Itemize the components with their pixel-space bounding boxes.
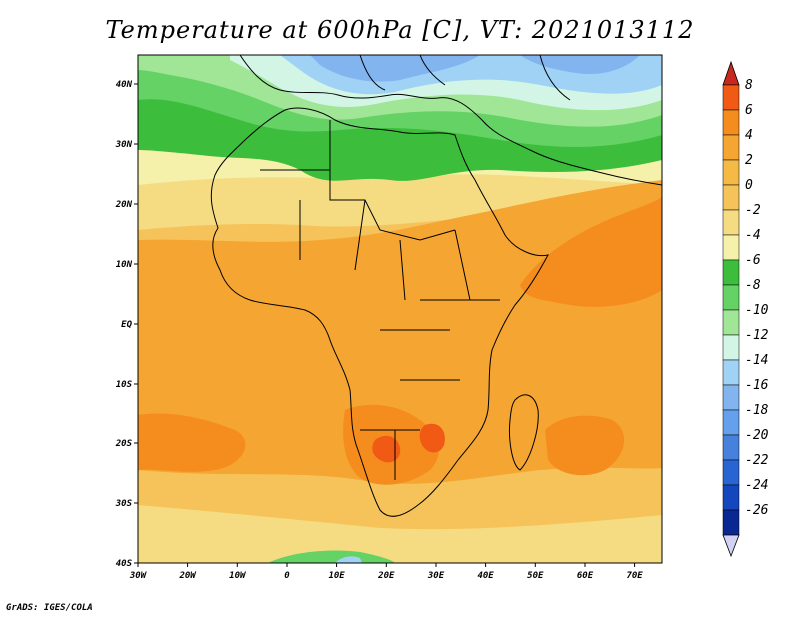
colorbar-top-arrow (722, 60, 740, 86)
hotspot-atlantic (138, 413, 246, 472)
x-tick-label: 0 (284, 571, 290, 581)
x-tick-label: 10W (229, 571, 247, 581)
x-axis: 30W 20W 10W 0 10E 20E 30E 40E 50E 60E 70… (129, 563, 643, 581)
y-tick-label: 30S (115, 499, 133, 509)
colorbar-swatch (722, 359, 740, 386)
colorbar-label: -20 (745, 428, 769, 443)
colorbar-label: -6 (745, 253, 761, 268)
band-blue-north (310, 55, 640, 82)
colorbar: 8 6 4 2 0 -2 -4 -6 -8 -10 -12 -14 -16 -1… (722, 60, 769, 558)
colorbar-swatch (722, 334, 740, 361)
y-tick-label: 30N (115, 140, 133, 150)
colorbar-label: -14 (745, 353, 768, 368)
hotspot-indian-ocean-south (545, 415, 625, 476)
colorbar-label: 0 (745, 178, 753, 193)
colorbar-label: -16 (745, 378, 769, 393)
temperature-field (138, 55, 662, 563)
colorbar-swatch (722, 484, 740, 511)
colorbar-label: -24 (745, 478, 768, 493)
colorbar-swatch (722, 84, 740, 111)
colorbar-swatch (722, 184, 740, 211)
colorbar-label: 4 (745, 128, 753, 143)
x-tick-label: 10E (328, 571, 345, 581)
y-tick-label: 40N (116, 80, 133, 90)
colorbar-label: -26 (745, 503, 769, 518)
colorbar-swatch (722, 509, 740, 536)
x-tick-label: 50E (527, 571, 544, 581)
hotspot-indian-ocean-north (520, 195, 662, 307)
colorbar-swatch (722, 234, 740, 261)
colorbar-label: -8 (745, 278, 761, 293)
colorbar-label: 2 (745, 153, 753, 168)
colorbar-label: 6 (745, 103, 753, 118)
colorbar-swatch (722, 209, 740, 236)
y-tick-label: EQ (121, 320, 132, 330)
zone-lightblue-south (335, 556, 362, 563)
colorbar-label: -18 (745, 403, 769, 418)
colorbar-label: -10 (745, 303, 769, 318)
colorbar-swatch (722, 459, 740, 486)
colorbar-label: -22 (745, 453, 769, 468)
y-tick-label: 10S (116, 380, 133, 390)
hotspot-sahel (200, 247, 332, 287)
colorbar-swatch (722, 284, 740, 311)
x-tick-label: 40E (477, 571, 494, 581)
colorbar-swatch (722, 434, 740, 461)
x-tick-label: 20W (178, 571, 197, 581)
y-tick-label: 20S (115, 439, 133, 449)
colorbar-swatch (722, 384, 740, 411)
colorbar-bottom-arrow (722, 534, 740, 558)
y-axis: 40N 30N 20N 10N EQ 10S 20S 30S 40S (115, 80, 138, 569)
colorbar-swatch (722, 309, 740, 336)
x-tick-label: 30W (129, 571, 148, 581)
x-tick-label: 30E (427, 571, 445, 581)
y-tick-label: 20N (115, 200, 133, 210)
y-tick-label: 10N (116, 260, 133, 270)
coastlines (210, 55, 662, 517)
colorbar-swatch (722, 134, 740, 161)
colorbar-swatch (722, 259, 740, 286)
colorbar-label: -2 (745, 203, 761, 218)
zone-green-south (268, 550, 395, 563)
hotspot-orange-core (372, 423, 445, 463)
colorbar-label: -4 (745, 228, 761, 243)
colorbar-swatch (722, 159, 740, 186)
grads-credit: GrADS: IGES/COLA (6, 603, 93, 613)
colorbar-swatch (722, 409, 740, 436)
x-tick-label: 60E (577, 571, 594, 581)
y-tick-label: 40S (116, 559, 133, 569)
map-frame (137, 54, 663, 564)
colorbar-label: -12 (745, 328, 769, 343)
x-tick-label: 20E (377, 571, 395, 581)
x-tick-label: 70E (626, 571, 643, 581)
colorbar-swatch (722, 109, 740, 136)
colorbar-label: 8 (745, 78, 753, 93)
chart-title: Temperature at 600hPa [C], VT: 202101311… (105, 16, 695, 44)
zone-paleyellow-south (138, 505, 662, 563)
